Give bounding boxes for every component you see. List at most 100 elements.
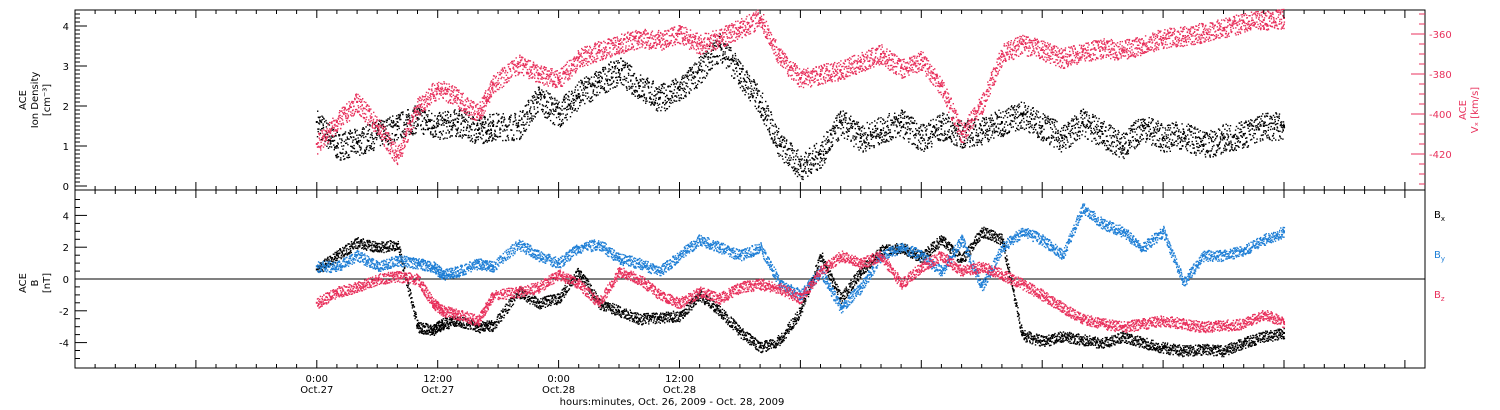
series-bz-point	[839, 254, 842, 257]
series-bz-point	[441, 309, 444, 312]
series-bz-point	[819, 270, 822, 273]
series-ion-density-point	[799, 165, 802, 167]
series-bz-point	[880, 254, 882, 257]
series-by-point	[940, 270, 943, 273]
series-ion-density-point	[1021, 113, 1023, 115]
series-by-point	[658, 270, 661, 273]
y2-tick-label: -360	[1429, 30, 1452, 41]
bottom-ylabel-instrument: ACE	[18, 273, 29, 293]
series-vx-point	[1242, 21, 1245, 23]
series-by-point	[1222, 254, 1225, 257]
series-bx-point	[658, 316, 661, 319]
series-bz-point	[477, 319, 479, 322]
series-vx-point	[920, 59, 923, 61]
series-bz-point	[1021, 282, 1023, 285]
series-vx-point	[1141, 43, 1144, 45]
series-by-point	[1101, 222, 1104, 225]
series-by-point	[477, 262, 479, 265]
series-bx-point	[1242, 341, 1245, 344]
series-bz-point	[1081, 317, 1084, 320]
y-tick-label: 2	[63, 102, 69, 113]
series-vx-point	[376, 125, 379, 127]
series-bz-point	[738, 285, 741, 288]
series-ion-density-point	[1262, 125, 1265, 127]
series-bz-point	[1202, 325, 1205, 328]
series-bz-point	[577, 282, 580, 285]
series-bz-point	[638, 278, 641, 280]
series-vx-point	[1041, 49, 1044, 51]
series-by-point	[1061, 254, 1064, 257]
series-ion-density-point	[517, 125, 520, 127]
series-vx-point	[416, 105, 419, 107]
series-bx-point	[1262, 335, 1265, 338]
legend-main: B	[1434, 290, 1441, 301]
series-bx-point	[1141, 341, 1144, 344]
series-bx-point	[1182, 349, 1185, 352]
series-bz-point	[678, 301, 681, 304]
series-bx-point	[799, 309, 802, 312]
series-ion-density-point	[839, 121, 842, 123]
series-bz-point	[1121, 325, 1124, 328]
series-bx-point	[638, 317, 641, 320]
series-by-point	[1202, 254, 1205, 257]
series-by-point	[335, 265, 338, 268]
series-bx-point	[1283, 332, 1285, 334]
series-bx-point	[441, 322, 444, 325]
top-left-ticks	[75, 13, 87, 187]
series-vx-point	[1262, 19, 1265, 21]
series-bz-point	[779, 287, 782, 290]
x-tick-date: Oct.27	[421, 385, 454, 396]
series-ion-density-point	[1141, 125, 1144, 127]
series-bx-point	[618, 309, 620, 312]
series-ion-density-point	[678, 89, 681, 91]
series-by-point	[431, 265, 434, 268]
series-bx-point	[980, 230, 983, 233]
series-bx-point	[1121, 335, 1124, 338]
series-ion-density-point	[940, 125, 943, 127]
series-ion-density-point	[597, 81, 600, 83]
series-bx-point	[456, 319, 459, 322]
series-bz-point	[859, 262, 862, 265]
series-vx-point	[356, 101, 359, 103]
series-ion-density-point	[477, 129, 479, 131]
series-vx-point	[436, 87, 439, 89]
series-by-point	[492, 265, 495, 268]
series-by-point	[678, 254, 681, 257]
series-ion-density-point	[1121, 145, 1124, 147]
series-ion-density-point	[1242, 133, 1245, 135]
y2-tick-label: -400	[1429, 110, 1452, 121]
legend-main: B	[1434, 210, 1441, 221]
series-vx	[315, 8, 1286, 166]
series-vx-point	[779, 57, 782, 59]
x-ticks	[74, 10, 1406, 368]
series-by-point	[356, 254, 359, 257]
series-ion-density-point	[738, 73, 741, 75]
series-by-point	[1242, 249, 1245, 252]
series-vx-point	[698, 43, 701, 45]
series-bx-point	[1222, 349, 1225, 352]
series-vx-point	[900, 67, 903, 69]
legend-by: By	[1434, 250, 1445, 263]
series-bz-point	[1283, 320, 1285, 323]
series-bx-point	[356, 241, 359, 244]
series-by-point	[1021, 230, 1023, 233]
series-by-point	[1182, 281, 1185, 284]
series-vx-point	[1202, 31, 1205, 33]
series-by-point	[1141, 246, 1144, 249]
series-by-point	[759, 246, 762, 249]
top-y2label-instrument: ACE	[1458, 100, 1469, 120]
series-vx-point	[839, 69, 842, 71]
x-tick-label: 0:00	[306, 374, 328, 385]
series-vx-point	[638, 37, 641, 39]
series-vx-point	[940, 85, 943, 87]
series-bz-point	[517, 290, 520, 293]
series-bz-point	[960, 270, 963, 273]
series-vx-point	[738, 27, 741, 29]
series-ion-density-point	[557, 113, 560, 115]
series-ion-density-point	[980, 129, 983, 131]
series-vx-point	[658, 39, 661, 41]
series-ion-density-point	[779, 145, 782, 147]
series-bz-point	[718, 297, 721, 300]
series-ion-density-point	[335, 145, 338, 147]
series-vx-point	[577, 57, 580, 59]
